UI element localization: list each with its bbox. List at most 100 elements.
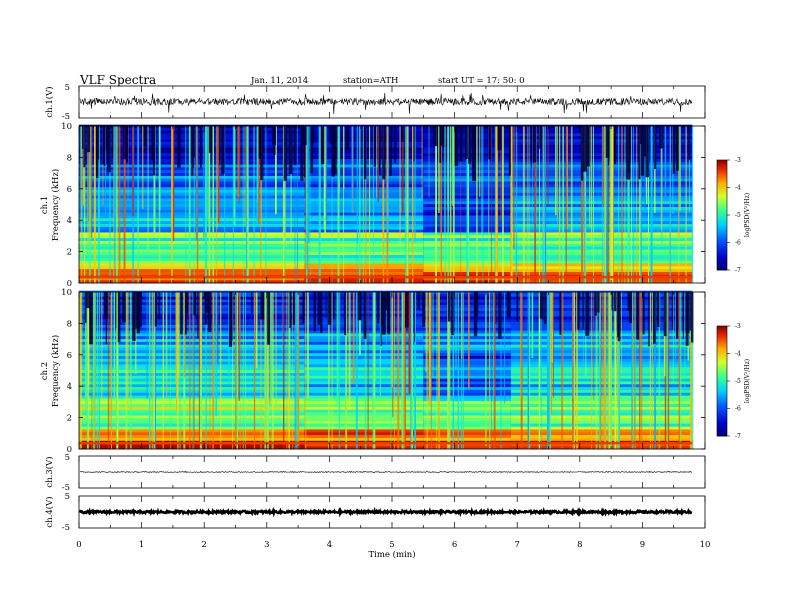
sferic-streak [281,292,283,363]
sferic-streak [547,292,549,449]
sferic-streak [496,126,498,283]
sferic-streak [515,126,518,283]
spectrogram-band [79,333,305,337]
sferic-streak [528,126,530,283]
colorbar-swatch [717,331,727,334]
sferic-streak [618,126,620,283]
spectrogram-band [79,344,305,348]
spectrogram-band [510,195,693,199]
colorbar-swatch [717,255,727,258]
sferic-streak [542,126,544,283]
quiet-gap [378,126,381,175]
spectrogram-band [510,324,693,328]
spectrogram-band [79,293,305,297]
spectrogram-band [510,155,693,159]
quiet-gap [394,126,397,163]
sferic-streak [557,126,558,227]
quiet-gap [208,292,212,332]
spectrogram-band [510,406,693,410]
colorbar-label: logPSD(V²/Hz) [744,193,751,237]
sferic-streak [691,126,694,283]
sferic-streak [410,292,412,449]
quiet-gap [594,292,597,316]
spectrogram-empty-region [692,292,705,449]
sferic-streak [110,292,112,449]
spectrogram-band [304,352,424,356]
sferic-streak [372,292,375,449]
sferic-streak [265,126,267,283]
quiet-gap [180,292,183,335]
spec-ytick-label: 10 [61,122,72,132]
sferic-streak [461,292,463,449]
sferic-streak [613,292,615,449]
spectrogram-band [79,350,305,354]
ch1-trace [79,92,693,115]
sferic-streak [495,126,497,283]
colorbar-swatch [717,335,727,338]
spectrogram-band [79,263,305,267]
sferic-streak [343,126,345,190]
spectrogram-band [79,198,305,202]
sferic-streak [482,126,484,283]
spectrogram-band [510,249,693,253]
quiet-gap [89,292,93,344]
spectrogram-band [79,181,305,185]
spectrogram-band [79,296,305,300]
sferic-streak [153,126,156,237]
spec-ytick-label: 6 [67,351,72,361]
quiet-gap [577,292,580,330]
quiet-gap [154,292,157,327]
colorbar-swatch [717,171,727,174]
sferic-streak [175,292,177,384]
spectrogram-band [423,336,511,340]
spectrogram-band [304,386,424,390]
colorbar-swatch [717,377,727,380]
quiet-gap [151,126,154,161]
spectrogram-band [79,209,305,213]
sferic-streak [411,292,413,449]
quiet-gap [530,126,532,169]
colorbar-swatch [717,419,727,422]
sferic-streak [306,126,308,283]
quiet-gap [186,292,189,314]
spectrogram-band [510,257,693,261]
spectrogram-band [423,398,511,402]
quiet-gap [117,292,121,343]
colorbar-swatch [717,421,727,424]
sferic-streak [550,292,553,415]
spectrogram-band [510,192,693,196]
quiet-gap [672,126,676,174]
sferic-streak [543,126,545,245]
sferic-streak [270,292,272,399]
sferic-streak [675,292,676,359]
colorbar-tick-label: -6 [735,240,741,247]
colorbar-swatch [717,430,727,433]
spectrogram-band [423,304,511,308]
sferic-streak [200,292,201,449]
colorbar-swatch [717,348,727,351]
sferic-streak [562,292,564,388]
quiet-gap [439,126,442,163]
quiet-gap [685,292,690,334]
colorbar-swatch [717,169,727,172]
quiet-gap [332,126,337,174]
sferic-streak [504,292,506,404]
quiet-gap [177,126,181,168]
quiet-gap [344,292,347,336]
colorbar-swatch [717,174,727,177]
sferic-streak [617,292,619,449]
quiet-gap [689,292,692,331]
quiet-gap [153,126,155,166]
spectrogram-band [510,367,693,371]
quiet-gap [260,126,264,181]
spec-ytick-label: 10 [61,288,72,298]
sferic-streak [609,126,612,283]
sferic-streak [534,126,536,283]
sferic-streak [547,126,549,206]
sferic-streak [540,292,542,449]
spectrogram-band [79,316,305,320]
spectrogram-band [510,401,693,405]
spectrogram-band [510,141,693,145]
colorbar-swatch [717,379,727,382]
spectrogram-band [510,403,693,407]
